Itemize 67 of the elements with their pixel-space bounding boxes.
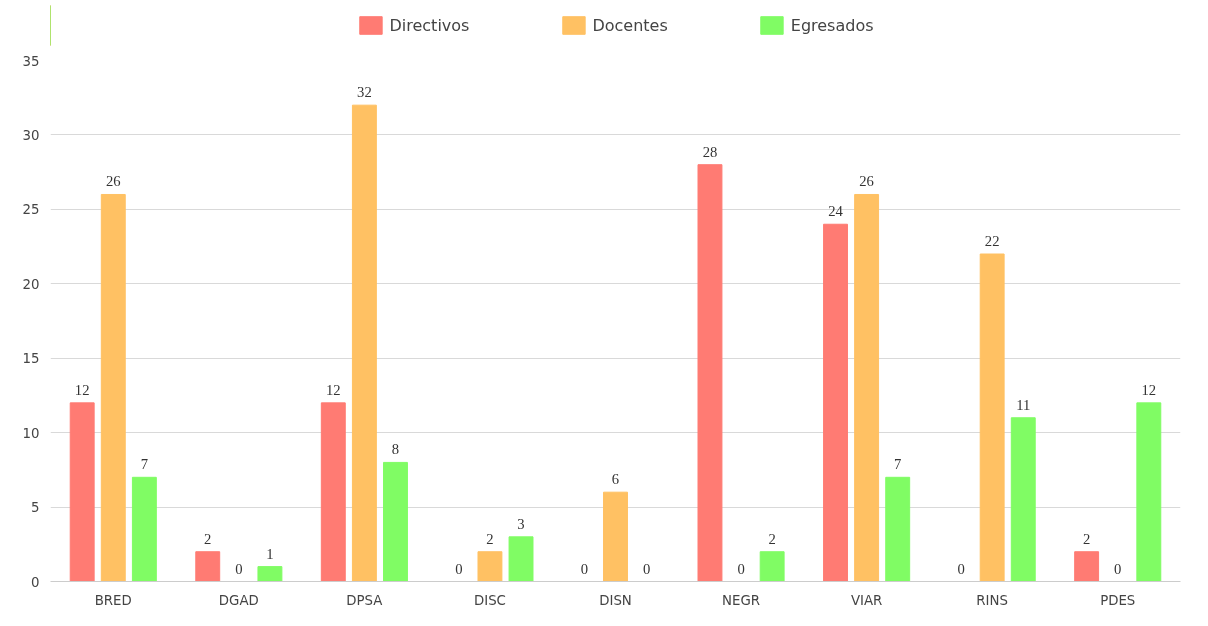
bar bbox=[979, 253, 1005, 582]
bar bbox=[195, 551, 221, 582]
data-label: 2 bbox=[204, 530, 212, 547]
bar bbox=[477, 551, 503, 582]
data-label: 6 bbox=[611, 471, 620, 488]
data-label: 24 bbox=[828, 203, 844, 220]
bar bbox=[603, 491, 628, 582]
data-label: 0 bbox=[235, 560, 243, 577]
data-label: 26 bbox=[105, 173, 121, 190]
data-label: 22 bbox=[984, 233, 1000, 250]
legend-label: Directivos bbox=[389, 15, 470, 35]
data-label: 12 bbox=[1141, 381, 1157, 398]
bar bbox=[1074, 551, 1100, 582]
bar bbox=[257, 566, 283, 582]
bar bbox=[351, 104, 377, 582]
data-label: 26 bbox=[859, 173, 874, 190]
data-label: 7 bbox=[894, 456, 902, 473]
data-label: 32 bbox=[357, 84, 372, 101]
bar bbox=[320, 402, 346, 582]
data-label: 11 bbox=[1016, 396, 1031, 413]
bar bbox=[383, 461, 408, 582]
y-tick-label: 20 bbox=[22, 276, 40, 292]
data-label: 1 bbox=[266, 545, 274, 562]
bar bbox=[854, 193, 880, 582]
bar bbox=[697, 164, 723, 582]
x-tick-label: RINS bbox=[976, 592, 1008, 608]
y-tick-label: 10 bbox=[22, 425, 40, 441]
data-label: 0 bbox=[455, 560, 463, 577]
x-tick-label: DPSA bbox=[346, 592, 383, 608]
y-tick-label: 30 bbox=[22, 127, 40, 143]
bar bbox=[69, 402, 95, 582]
x-tick-label: VIAR bbox=[850, 592, 883, 608]
data-label: 2 bbox=[486, 530, 494, 547]
bar bbox=[823, 223, 848, 582]
x-tick-label: DGAD bbox=[218, 592, 259, 608]
data-label: 2 bbox=[768, 530, 776, 547]
bar bbox=[508, 536, 534, 582]
bar bbox=[885, 476, 911, 582]
data-label: 0 bbox=[957, 560, 965, 577]
data-label: 7 bbox=[140, 456, 149, 473]
data-label: 12 bbox=[74, 381, 90, 398]
data-label: 28 bbox=[702, 143, 718, 160]
data-label: 0 bbox=[737, 560, 745, 577]
bar bbox=[131, 476, 157, 582]
data-label: 3 bbox=[517, 515, 525, 532]
data-label: 8 bbox=[391, 441, 400, 458]
data-label: 0 bbox=[580, 560, 589, 577]
bar bbox=[100, 193, 126, 582]
data-label: 0 bbox=[642, 560, 651, 577]
x-tick-label: BRED bbox=[94, 592, 132, 608]
y-tick-label: 15 bbox=[22, 351, 40, 367]
bar bbox=[1010, 417, 1036, 582]
x-tick-label: DISC bbox=[473, 592, 506, 608]
data-label: 0 bbox=[1114, 560, 1122, 577]
y-tick-label: 35 bbox=[22, 53, 40, 69]
legend-label: Docentes bbox=[592, 15, 668, 35]
bar bbox=[1136, 402, 1162, 582]
x-tick-label: DISN bbox=[599, 592, 632, 608]
x-tick-label: NEGR bbox=[722, 592, 761, 608]
x-tick-label: PDES bbox=[1100, 592, 1136, 608]
bar bbox=[759, 551, 785, 582]
data-label: 12 bbox=[325, 381, 341, 398]
y-tick-label: 0 bbox=[31, 574, 40, 590]
y-tick-label: 25 bbox=[22, 202, 40, 218]
data-label: 2 bbox=[1082, 530, 1091, 547]
y-tick-label: 5 bbox=[31, 500, 40, 516]
legend-label: Egresados bbox=[790, 15, 874, 35]
